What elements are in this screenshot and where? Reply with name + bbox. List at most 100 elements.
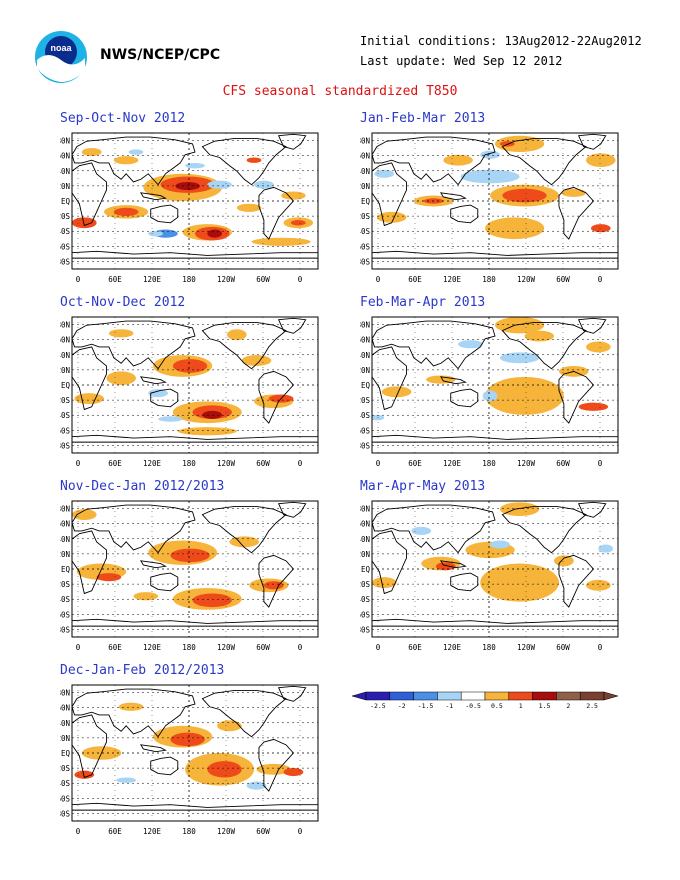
anomaly-blob	[133, 592, 159, 601]
lat-tick-label: 20S	[60, 764, 70, 773]
anomaly-blob	[172, 359, 208, 373]
lon-tick-label: 120E	[143, 827, 162, 836]
coastline	[72, 688, 196, 738]
colorbar-swatch	[437, 691, 462, 701]
lat-tick-label: 40N	[60, 351, 70, 360]
anomaly-blob	[96, 573, 122, 582]
coastline	[440, 192, 467, 201]
anomaly-blob	[202, 410, 223, 419]
panel-title-jfm: Jan-Feb-Mar 2013	[360, 111, 486, 126]
lat-tick-label: 60S	[360, 242, 370, 251]
panel-title-ndj: Nov-Dec-Jan 2012/2013	[60, 479, 225, 494]
anomaly-blob	[236, 203, 262, 212]
anomaly-blob	[482, 390, 498, 402]
coastline	[577, 501, 607, 518]
colorbar-label: -2	[398, 702, 406, 710]
lon-tick-label: 180	[182, 459, 196, 468]
map-panel-ond: 80N 60N 40N 20N EQ 20S 40S 60S 80S 0 60E 120E 180 120…	[60, 312, 322, 477]
anomaly-blob	[256, 763, 291, 775]
anomaly-blob	[263, 581, 284, 590]
anomaly-blob	[376, 211, 407, 223]
anomaly-blob	[443, 154, 473, 166]
lon-tick-label: 0	[298, 275, 303, 284]
lon-tick-label: 120W	[217, 275, 236, 284]
anomaly-blob	[281, 191, 306, 200]
anomaly-blob	[435, 562, 456, 571]
colorbar-label: 2	[566, 702, 570, 710]
coastline	[440, 376, 467, 385]
lon-tick-label: 120W	[517, 275, 536, 284]
coastline	[258, 186, 295, 240]
lat-tick-label: EQ	[361, 381, 371, 390]
lat-tick-label: 40N	[360, 351, 370, 360]
map-panel-fma: 80N 60N 40N 20N EQ 20S 40S 60S 80S 0 60E 120E 180 120…	[360, 312, 622, 477]
lat-tick-label: 40N	[60, 719, 70, 728]
coastline	[558, 554, 595, 608]
lat-tick-label: 20S	[360, 212, 370, 221]
lat-tick-label: 80S	[360, 625, 370, 634]
lon-tick-label: 60E	[108, 643, 122, 652]
anomaly-blob	[118, 702, 144, 711]
colorbar-swatch	[484, 691, 510, 701]
anomaly-blob	[374, 169, 395, 178]
panel-title-son: Sep-Oct-Nov 2012	[60, 111, 186, 126]
coastline	[72, 250, 318, 259]
colorbar-swatch	[389, 691, 414, 701]
coastline	[72, 530, 107, 595]
colorbar: -2.5 -2 -1.5 -1 -0.5 0.5 1 1.5 2 2.5	[350, 690, 630, 718]
coastline	[372, 346, 407, 411]
lon-tick-label: 0	[76, 275, 81, 284]
colorbar-label: 1	[519, 702, 523, 710]
lon-tick-label: 120E	[443, 459, 462, 468]
coastline	[277, 133, 307, 150]
lat-tick-label: 60S	[60, 426, 70, 435]
anomaly-blob	[495, 135, 545, 153]
colorbar-swatch	[413, 691, 438, 701]
panel-title-djf: Dec-Jan-Feb 2012/2013	[60, 663, 225, 678]
anomaly-blob	[170, 732, 205, 747]
coastline	[577, 317, 607, 334]
anomaly-blob	[246, 781, 267, 790]
anomaly-blob	[229, 536, 259, 548]
coastline	[72, 320, 196, 370]
coastline	[450, 572, 479, 592]
anomaly-blob	[524, 330, 555, 342]
map-panel-djf: 80N 60N 40N 20N EQ 20S 40S 60S 80S 0 60E 120E 180 120…	[60, 680, 322, 845]
lon-tick-label: 120W	[217, 827, 236, 836]
lon-tick-label: 0	[298, 643, 303, 652]
lat-tick-label: 80N	[360, 321, 370, 330]
anomaly-blob	[148, 389, 168, 398]
lon-tick-label: 180	[182, 643, 196, 652]
anomaly-blob	[586, 579, 611, 591]
anomaly-blob	[74, 770, 95, 779]
lat-tick-label: 80N	[60, 505, 70, 514]
anomaly-blob	[480, 150, 500, 159]
colorbar-label: -1	[445, 702, 453, 710]
colorbar-label: 1.5	[539, 702, 551, 710]
lat-tick-label: 20N	[60, 182, 70, 191]
lat-tick-label: 80S	[60, 441, 70, 450]
coastline	[450, 388, 479, 408]
lon-tick-label: 120W	[217, 643, 236, 652]
lat-tick-label: 80S	[360, 441, 370, 450]
anomaly-blob	[495, 317, 545, 334]
lat-tick-label: EQ	[361, 197, 371, 206]
coastline	[501, 505, 587, 554]
lon-tick-label: 60W	[256, 275, 270, 284]
coastline	[201, 321, 287, 370]
colorbar-swatch	[460, 691, 486, 701]
anomaly-blob	[113, 207, 139, 216]
coastline	[150, 204, 179, 224]
coastline	[72, 162, 107, 227]
lon-tick-label: 120W	[517, 459, 536, 468]
anomaly-blob	[72, 217, 97, 229]
colorbar-label: 2.5	[586, 702, 598, 710]
anomaly-blob	[148, 230, 164, 237]
lon-tick-label: 180	[482, 459, 496, 468]
lat-tick-label: 20N	[360, 366, 370, 375]
lon-tick-label: 60E	[408, 643, 422, 652]
anomaly-blob	[108, 329, 134, 338]
lon-tick-label: 180	[482, 643, 496, 652]
anomaly-blob	[128, 149, 144, 155]
coastline	[501, 321, 587, 370]
